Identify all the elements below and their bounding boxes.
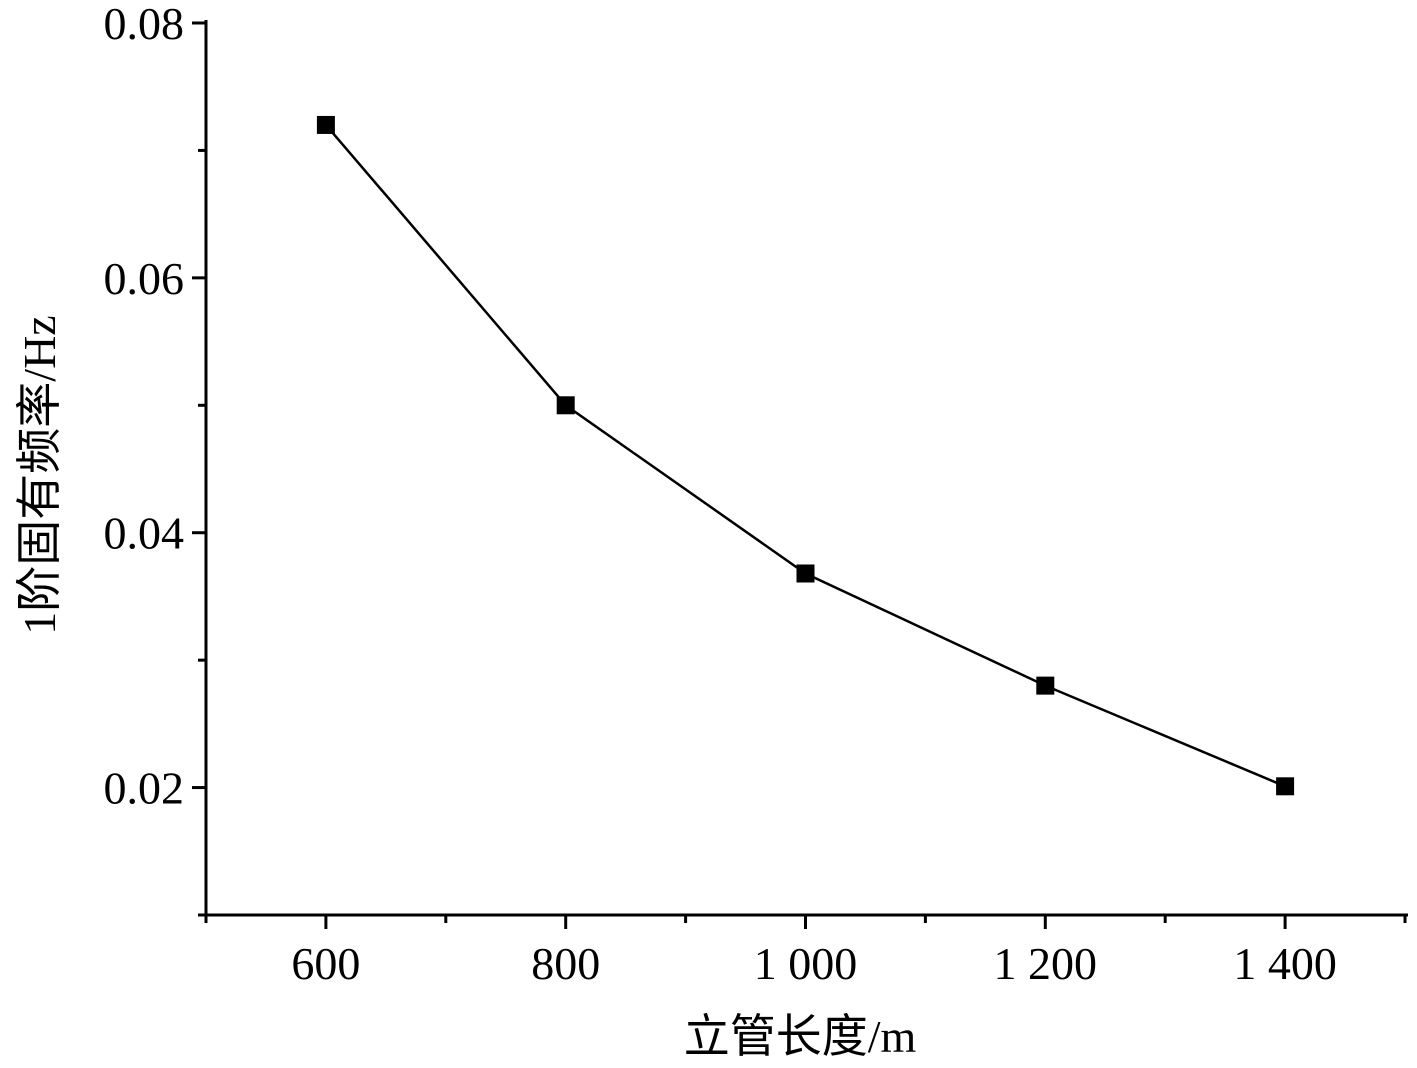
ticks-layer: 600 800 1 000 1 200 1 400 0.02 0.04 0.06 0.08	[104, 0, 1407, 989]
series-layer	[316, 115, 1295, 796]
series-line	[324, 124, 1286, 788]
x-tick-label: 1 200	[994, 938, 1098, 989]
y-tick-label: 0.08	[104, 0, 185, 49]
x-tick-label: 1 000	[754, 938, 858, 989]
data-point-marker	[556, 396, 575, 415]
data-point-marker	[1276, 777, 1295, 796]
y-tick-label: 0.06	[104, 253, 185, 304]
x-tick-label: 600	[291, 938, 360, 989]
x-axis-title: 立管长度/m	[684, 1011, 917, 1062]
data-point-marker	[316, 115, 335, 134]
data-point-marker	[796, 564, 815, 583]
x-tick-label: 800	[531, 938, 600, 989]
x-tick-label: 1 400	[1233, 938, 1337, 989]
y-tick-label: 0.02	[104, 763, 185, 814]
data-point-marker	[1036, 676, 1055, 695]
y-axis-title: 1阶固有频率/Hz	[14, 315, 65, 634]
y-tick-label: 0.04	[104, 508, 185, 559]
